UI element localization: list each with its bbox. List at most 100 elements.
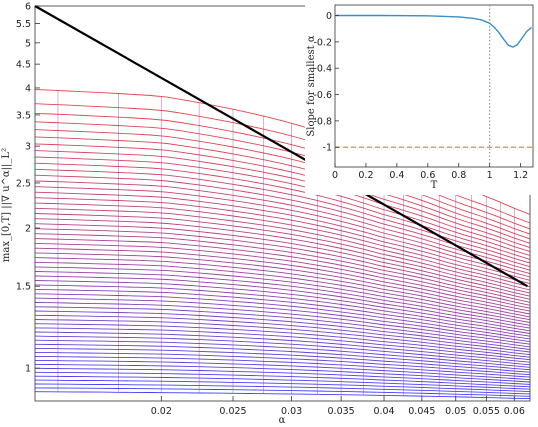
family-curve <box>34 288 531 337</box>
family-curve <box>34 383 531 395</box>
family-curve <box>34 223 531 297</box>
reference-line-group <box>34 5 528 288</box>
y-tick-label: 6 <box>25 2 31 13</box>
x-tick-label: 0.02 <box>151 406 172 417</box>
x-tick-label: 0.03 <box>281 406 302 417</box>
family-curve <box>34 371 531 388</box>
family-curve <box>34 284 531 334</box>
y-tick-label: 5 <box>25 38 31 49</box>
family-curve <box>34 363 531 383</box>
inset-x-ticks: 0 0.2 0.4 0.6 0.8 1 1.2 <box>332 163 528 181</box>
family-curve <box>34 143 531 249</box>
family-curve <box>34 162 531 260</box>
family-curve <box>34 213 531 291</box>
x-tick-label: 0.05 <box>445 406 466 417</box>
family-curve <box>34 186 531 275</box>
inset-x-tick-label: 0 <box>332 170 338 181</box>
main-y-ticks: 1 1.5 2 2.5 3 3.5 4 4.5 5 5.5 6 <box>16 2 40 375</box>
y-tick-label: 4.5 <box>16 60 31 71</box>
family-curve <box>34 323 531 358</box>
family-curve <box>34 191 531 278</box>
y-tick-label: 1.5 <box>16 282 31 293</box>
family-curve <box>34 168 531 264</box>
y-tick-label: 2.5 <box>16 178 31 189</box>
family-curve <box>34 271 531 326</box>
family-curve <box>34 306 531 348</box>
inset-plot-frame <box>334 4 534 168</box>
inset-series-group <box>335 14 532 48</box>
family-curve <box>34 302 531 345</box>
family-curve <box>34 218 531 294</box>
family-curve <box>34 339 531 368</box>
family-curve <box>34 136 531 244</box>
family-curve <box>34 174 531 268</box>
inset-x-tick-label: 1 <box>487 170 493 181</box>
y-tick-label: 4 <box>25 83 31 94</box>
family-curve <box>34 233 531 303</box>
x-tick-label: 0.055 <box>473 406 500 417</box>
inset-x-tick-label: 0.2 <box>358 170 373 181</box>
inset-y-ticks: 0 -0.2 -0.4 -0.6 -0.8 -1 <box>313 11 339 154</box>
family-curve <box>34 293 531 340</box>
inset-y-tick-label: 0 <box>326 11 332 22</box>
inset-x-tick-label: 1.2 <box>513 170 528 181</box>
family-curve <box>34 197 531 281</box>
family-curve <box>34 207 531 288</box>
inset-y-tick-label: -0.6 <box>313 90 332 101</box>
family-curve <box>34 275 531 329</box>
family-curve <box>34 228 531 300</box>
family-curve <box>34 261 531 321</box>
y-tick-label: 2 <box>25 224 31 235</box>
x-tick-label: 0.035 <box>328 406 355 417</box>
inset-series-line <box>335 14 532 48</box>
inset-y-tick-label: -0.2 <box>313 37 332 48</box>
inset-x-tick-label: 0.4 <box>389 170 404 181</box>
main-y-axis-label: max_[0,T] ||∇ u^α||_L² <box>1 148 12 262</box>
family-curve <box>34 129 531 240</box>
family-curve <box>34 387 531 397</box>
family-curve <box>34 150 531 253</box>
inset-chart: 0 0.2 0.4 0.6 0.8 1 1.2 0-0.2-0.4-0.6-0.8-1 T … <box>305 0 538 195</box>
family-curve <box>34 319 531 356</box>
curve-family <box>34 89 531 400</box>
family-curve <box>34 257 531 318</box>
y-tick-label: 1 <box>25 364 31 375</box>
family-curve <box>34 367 531 385</box>
main-x-ticks: 0.02 0.025 0.03 0.035 0.04 0.045 0.05 0.055 0.06 <box>151 396 525 417</box>
family-curve <box>34 310 531 350</box>
family-curve <box>34 202 531 285</box>
family-curve <box>34 375 531 390</box>
family-curve <box>34 327 531 361</box>
inset-x-tick-label: 0.6 <box>420 170 435 181</box>
x-tick-label: 0.06 <box>504 406 525 417</box>
y-tick-label: 3.5 <box>16 110 31 121</box>
family-curve <box>34 379 531 393</box>
family-curve <box>34 280 531 332</box>
reference-line <box>34 5 528 288</box>
y-tick-label: 3 <box>25 142 31 153</box>
family-curve <box>34 347 531 373</box>
family-curve <box>34 314 531 353</box>
y-tick-label: 5.5 <box>16 19 31 30</box>
family-curve <box>34 343 531 371</box>
family-curve <box>34 156 531 256</box>
inset-x-tick-label: 0.8 <box>451 170 466 181</box>
family-curve <box>34 112 531 230</box>
family-curve <box>34 391 531 400</box>
main-x-axis-label: α <box>279 415 286 426</box>
x-tick-label: 0.04 <box>373 406 394 417</box>
inset-y-axis-label: Slope for smallest α <box>306 35 317 136</box>
family-curve <box>34 266 531 323</box>
family-curve <box>34 247 531 312</box>
family-curve <box>34 335 531 366</box>
family-curve <box>34 297 531 343</box>
inset-y-tick-label: -0.4 <box>313 64 332 75</box>
family-curve <box>34 252 531 315</box>
family-curve <box>34 242 531 309</box>
inset-reference-lines <box>335 5 533 167</box>
family-curve <box>34 331 531 363</box>
family-curve <box>34 351 531 376</box>
inset-y-tick-label: -1 <box>323 143 332 154</box>
inset-x-axis-label: T <box>431 180 438 191</box>
